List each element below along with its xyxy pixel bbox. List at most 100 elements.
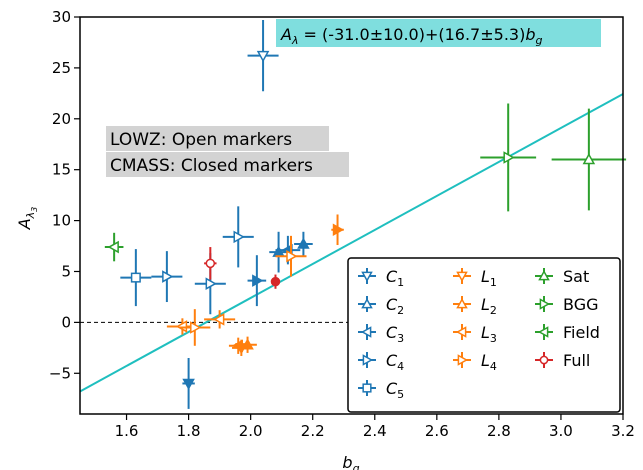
- point-marker: [503, 151, 515, 164]
- data-point-c1-1: [247, 20, 279, 92]
- point-marker: [175, 320, 188, 333]
- fit-line: [79, 93, 624, 393]
- annotation-box-cmass: [106, 152, 349, 177]
- legend-item-l1: L1: [453, 267, 497, 289]
- point-marker: [182, 378, 195, 391]
- legend-marker: [455, 326, 467, 338]
- legend-item-sat: Sat: [535, 267, 589, 286]
- point-marker: [252, 274, 264, 287]
- y-tick-label: 5: [61, 262, 71, 280]
- y-axis-label: Aλ3: [15, 207, 39, 231]
- point-marker: [130, 272, 141, 283]
- x-tick-label: 2.8: [487, 422, 511, 440]
- data-point-sat-0: [551, 108, 627, 211]
- data-point-c5-0: [120, 249, 152, 307]
- data-point-c4-1: [222, 206, 254, 268]
- legend-item-c2: C2: [358, 295, 404, 317]
- point-marker: [332, 223, 345, 237]
- legend-label: Full: [563, 351, 590, 370]
- annotation-box-lowz: [106, 126, 329, 151]
- x-tick-label: 1.8: [177, 422, 201, 440]
- legend-item-full: Full: [535, 351, 590, 370]
- data-point-c4-0: [247, 255, 267, 307]
- legend-label: L4: [481, 351, 497, 373]
- legend-item-field: Field: [535, 323, 600, 342]
- legend-marker: [362, 383, 372, 393]
- y-tick-label: 0: [61, 313, 71, 331]
- point-marker: [270, 276, 281, 287]
- fit-label: Aλ = (-31.0±10.0)+(16.7±5.3)bg: [280, 25, 542, 47]
- legend-item-l3: L3: [453, 323, 497, 345]
- y-tick-label: 30: [52, 8, 71, 26]
- x-tick-label: 2.4: [363, 422, 387, 440]
- x-tick-label: 1.6: [115, 422, 139, 440]
- legend-marker: [539, 355, 549, 365]
- legend-label: Field: [563, 323, 600, 342]
- legend-label: C2: [386, 295, 404, 317]
- legend-label: L3: [481, 323, 497, 345]
- legend-label: C5: [386, 379, 404, 401]
- legend-label: BGG: [563, 295, 599, 314]
- legend-item-l4: L4: [453, 351, 497, 373]
- data-point-c1-0: [182, 358, 195, 409]
- data-point-c2-1: [294, 231, 313, 257]
- legend-marker: [362, 354, 374, 366]
- y-tick-label: 15: [52, 161, 71, 179]
- x-tick-label: 3.2: [611, 422, 635, 440]
- point-marker: [190, 321, 202, 334]
- data-point-field-0: [104, 232, 124, 262]
- plot-frame: [79, 16, 624, 415]
- data-point-l4-0: [331, 214, 345, 246]
- legend-item-c5: C5: [358, 379, 404, 401]
- legend-label: C3: [386, 323, 404, 345]
- legend-marker: [361, 271, 373, 283]
- annotation-cmass: CMASS: Closed markers: [110, 156, 313, 176]
- point-marker: [162, 270, 174, 283]
- point-marker: [205, 258, 216, 269]
- point-marker: [107, 240, 119, 254]
- point-marker: [231, 339, 243, 353]
- data-point-l4-1: [275, 235, 307, 277]
- x-tick-label: 3.0: [549, 422, 573, 440]
- x-axis-label: bg: [342, 453, 359, 470]
- legend-item-c3: C3: [358, 323, 404, 345]
- data-point-full-1: [204, 247, 217, 280]
- data-point-l3-0: [228, 337, 248, 354]
- legend-label: C1: [386, 267, 404, 289]
- legend-marker: [539, 298, 551, 310]
- y-tick-label: −5: [49, 364, 71, 382]
- data-point-bgg-0: [480, 103, 537, 212]
- point-marker: [233, 230, 245, 244]
- data-point-c4-3: [151, 251, 183, 303]
- point-marker: [286, 249, 298, 263]
- legend-label: L2: [481, 295, 497, 317]
- point-marker: [582, 152, 596, 165]
- legend-label: Sat: [563, 267, 589, 286]
- legend-item-bgg: BGG: [535, 295, 599, 314]
- point-marker: [256, 50, 270, 63]
- y-tick-label: 10: [52, 212, 71, 230]
- point-marker: [213, 313, 225, 326]
- legend-box: [347, 257, 621, 413]
- legend-marker: [538, 269, 550, 281]
- legend-label: L1: [481, 267, 497, 289]
- data-point-full-0: [270, 274, 281, 289]
- point-marker: [205, 277, 217, 290]
- legend-marker: [360, 326, 372, 338]
- y-tick-label: 25: [52, 59, 71, 77]
- legend-item-c4: C4: [358, 351, 404, 373]
- point-marker: [297, 237, 310, 249]
- x-tick-label: 2.2: [301, 422, 325, 440]
- y-tick-label: 20: [52, 110, 71, 128]
- x-tick-label: 2.6: [425, 422, 449, 440]
- legend-item-c1: C1: [358, 267, 404, 289]
- legend-marker: [456, 297, 468, 309]
- legend-marker: [361, 297, 373, 309]
- fit-label-box: [276, 19, 601, 47]
- data-point-l3-2: [166, 318, 198, 335]
- legend-marker: [457, 354, 469, 366]
- data-point-l4-2: [179, 309, 211, 346]
- data-point-l3-1: [204, 310, 236, 329]
- legend-marker: [537, 326, 549, 338]
